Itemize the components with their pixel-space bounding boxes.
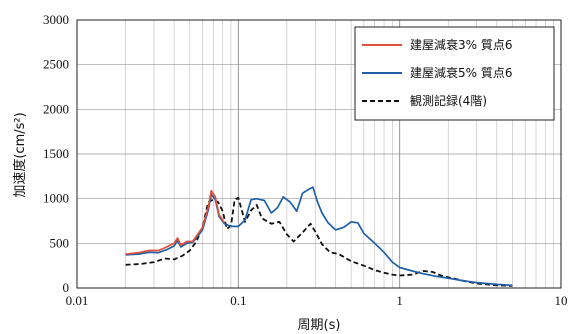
grid-lines	[77, 19, 561, 289]
x-tick-label: 0.1	[230, 293, 246, 308]
y-tick-label: 500	[50, 235, 70, 250]
x-tick-labels: 0.01 0.1 1 10	[66, 293, 568, 308]
y-tick-label: 1500	[43, 146, 69, 161]
series-line-damping-5	[125, 186, 513, 287]
x-axis-title: 周期(s)	[298, 318, 341, 333]
y-tick-label: 2000	[43, 101, 69, 116]
x-tick-label: 1	[396, 293, 403, 308]
plot-area-frame	[76, 19, 562, 289]
y-tick-label: 1000	[43, 191, 69, 206]
y-axis-title: 加速度(cm/s²)	[12, 112, 28, 197]
y-tick-labels: 0 500 1000 1500 2000 2500 3000	[43, 12, 69, 295]
series-line-observed	[125, 196, 513, 287]
legend-label-damping-3: 建屋減衰3% 質点6	[410, 37, 513, 52]
x-tick-label: 0.01	[66, 293, 89, 308]
y-tick-label: 3000	[43, 12, 69, 27]
legend-label-damping-5: 建屋減衰5% 質点6	[410, 65, 513, 80]
y-tick-label: 0	[63, 280, 70, 295]
series-line-damping-3	[125, 189, 226, 255]
series-lines	[125, 186, 513, 287]
legend-label-observed: 観測記録(4階)	[410, 93, 487, 108]
y-tick-label: 2500	[43, 57, 69, 72]
legend: 建屋減衰3% 質点6 建屋減衰5% 質点6 観測記録(4階)	[354, 26, 555, 121]
x-tick-label: 10	[555, 293, 568, 308]
